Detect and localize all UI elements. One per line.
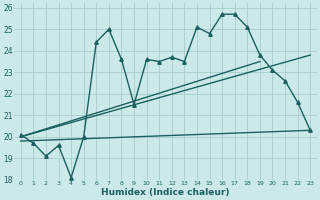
X-axis label: Humidex (Indice chaleur): Humidex (Indice chaleur) bbox=[101, 188, 230, 197]
